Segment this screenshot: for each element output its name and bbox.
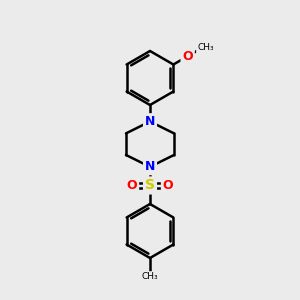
Text: N: N <box>145 160 155 173</box>
Text: CH₃: CH₃ <box>142 272 158 281</box>
Text: CH₃: CH₃ <box>197 44 214 52</box>
Text: O: O <box>127 179 137 192</box>
Text: O: O <box>182 50 193 63</box>
Text: S: S <box>145 178 155 193</box>
Text: N: N <box>145 115 155 128</box>
Text: O: O <box>163 179 173 192</box>
